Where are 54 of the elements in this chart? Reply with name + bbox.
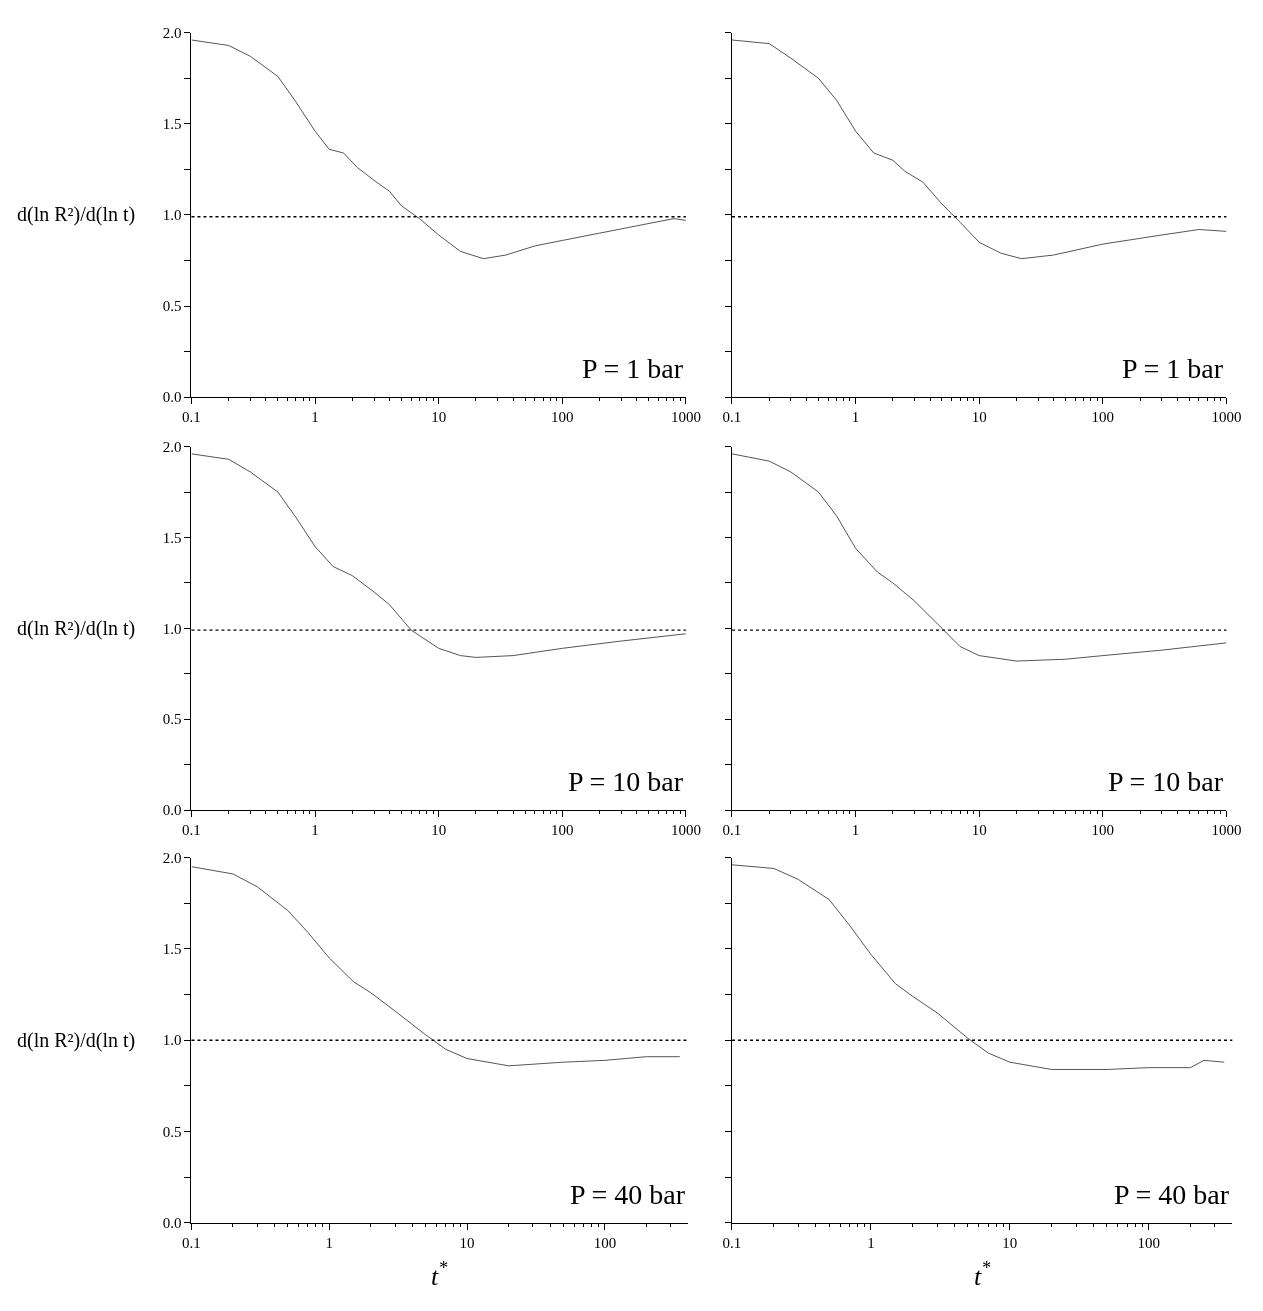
y-tick-label: 1.5 xyxy=(162,941,182,958)
y-tick-label: 0.0 xyxy=(162,1215,182,1232)
y-axis-title: d(ln R²)/d(ln t) xyxy=(17,1029,136,1052)
x-tick-label: 100 xyxy=(593,1234,617,1251)
x-tick-label: 1 xyxy=(311,822,319,839)
x-tick-label: 1000 xyxy=(1211,409,1242,426)
x-tick-label: 0.1 xyxy=(182,1234,201,1251)
annotation: P = 10 bar xyxy=(1108,766,1224,797)
x-axis-title: t$^{*}$ xyxy=(431,1258,449,1291)
x-tick-label: 0.1 xyxy=(722,1234,742,1251)
x-tick-label: 100 xyxy=(551,822,574,839)
y-tick-label: 0.0 xyxy=(162,802,182,819)
annotation: P = 10 bar xyxy=(568,766,684,797)
y-tick-label: 2.0 xyxy=(162,849,182,866)
y-tick-label: 0.0 xyxy=(162,389,182,406)
x-tick-label: 100 xyxy=(1137,1234,1160,1251)
annotation: P = 40 bar xyxy=(1114,1179,1230,1210)
x-tick-label: 10 xyxy=(1002,1234,1018,1251)
x-tick-label: 1 xyxy=(851,822,860,839)
x-tick-label: 1 xyxy=(851,409,860,426)
x-tick-label: 1000 xyxy=(1211,822,1242,839)
x-tick-label: 1 xyxy=(325,1234,334,1251)
annotation: P = 1 bar xyxy=(1122,353,1224,384)
y-tick-label: 1.5 xyxy=(162,116,182,133)
y-tick-label: 0.5 xyxy=(162,298,182,315)
y-tick-label: 2.0 xyxy=(162,438,182,455)
y-tick-label: 0.5 xyxy=(162,711,182,728)
y-tick-label: 0.5 xyxy=(162,1123,182,1140)
y-tick-label: 1.0 xyxy=(162,620,182,637)
x-tick-label: 0.1 xyxy=(722,822,742,839)
x-tick-label: 1000 xyxy=(670,409,701,426)
x-tick-label: 0.1 xyxy=(182,822,201,839)
y-axis-title: d(ln R²)/d(ln t) xyxy=(17,203,136,226)
x-axis-title: t$^{*}$ xyxy=(974,1258,992,1291)
y-tick-label: 1.5 xyxy=(162,529,182,546)
x-tick-label: 10 xyxy=(459,1234,475,1251)
y-tick-label: 2.0 xyxy=(162,24,182,41)
x-tick-label: 1 xyxy=(867,1234,875,1251)
x-tick-label: 100 xyxy=(1091,409,1115,426)
y-axis-title: d(ln R²)/d(ln t) xyxy=(17,617,136,640)
x-tick-label: 100 xyxy=(1091,822,1115,839)
x-tick-label: 10 xyxy=(971,409,987,426)
x-tick-label: 10 xyxy=(971,822,987,839)
x-tick-label: 0.1 xyxy=(722,409,742,426)
x-tick-label: 0.1 xyxy=(182,409,201,426)
x-tick-label: 10 xyxy=(431,822,447,839)
x-tick-label: 100 xyxy=(551,409,574,426)
y-tick-label: 1.0 xyxy=(162,207,182,224)
x-tick-label: 10 xyxy=(431,409,447,426)
y-tick-label: 1.0 xyxy=(162,1032,182,1049)
annotation: P = 40 bar xyxy=(570,1179,686,1210)
x-tick-label: 1 xyxy=(311,409,319,426)
x-tick-label: 1000 xyxy=(670,822,701,839)
annotation: P = 1 bar xyxy=(582,353,684,384)
